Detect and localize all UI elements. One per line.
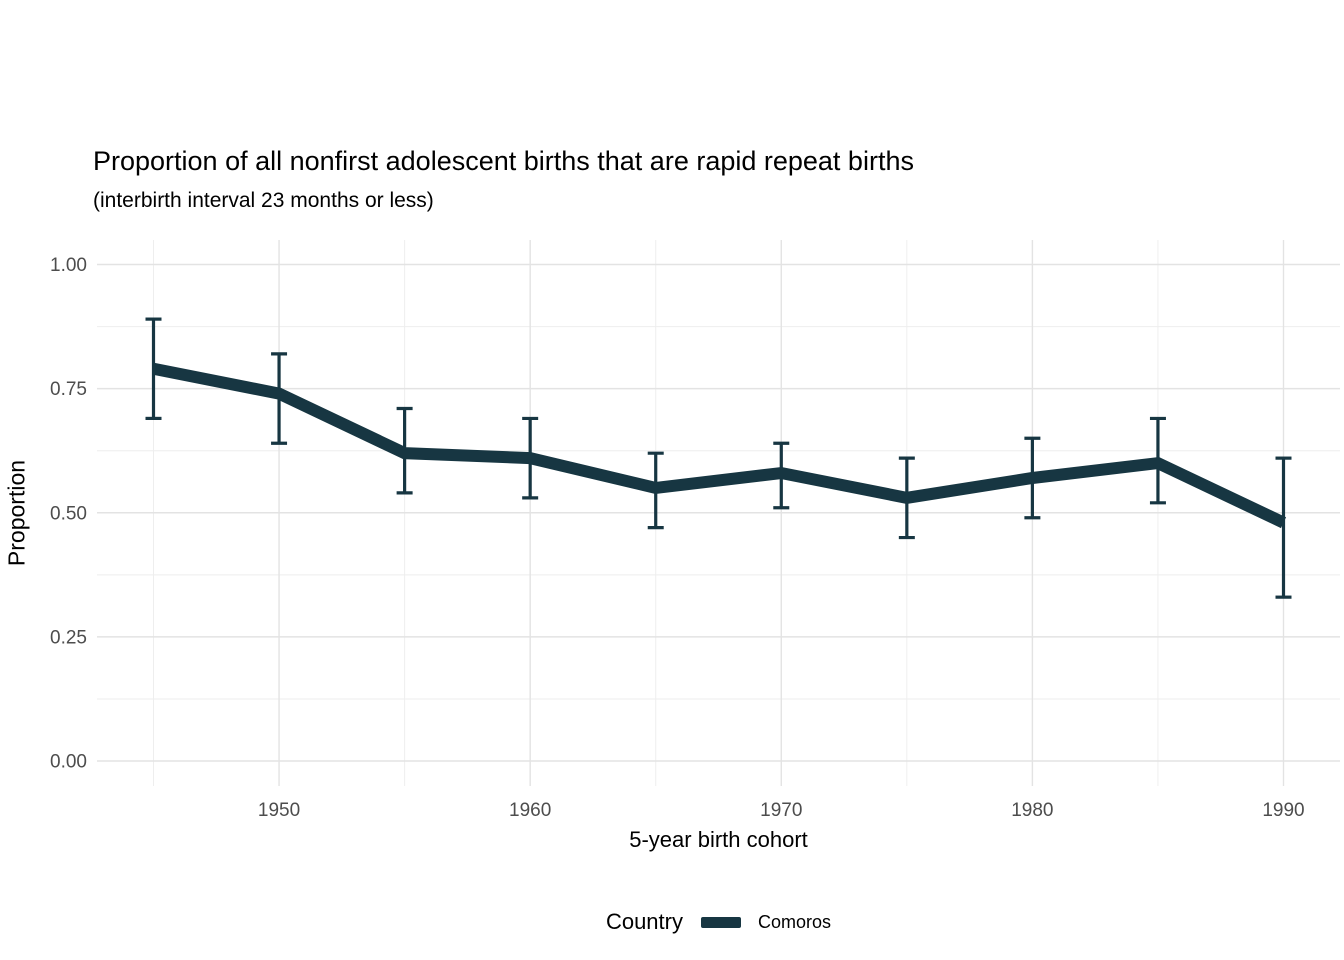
y-tick-label: 0.75	[50, 379, 87, 400]
x-tick-label: 1990	[1262, 800, 1304, 821]
chart-subtitle: (interbirth interval 23 months or less)	[93, 189, 434, 212]
y-tick-label: 0.00	[50, 752, 87, 773]
y-tick-label: 1.00	[50, 255, 87, 276]
legend-title: Country	[605, 909, 683, 934]
y-axis-title: Proportion	[3, 459, 30, 567]
y-tick-label: 0.50	[50, 503, 87, 524]
x-axis-title: 5-year birth cohort	[629, 827, 808, 852]
x-tick-label: 1980	[1011, 800, 1053, 821]
y-tick-label: 0.25	[50, 627, 87, 648]
legend-swatch-comoros	[701, 916, 741, 928]
legend: Country Comoros	[97, 905, 1340, 939]
chart-title: Proportion of all nonfirst adolescent bi…	[93, 146, 914, 176]
x-tick-label: 1960	[509, 800, 551, 821]
x-tick-label: 1950	[258, 800, 300, 821]
x-tick-label: 1970	[760, 800, 802, 821]
error-bars	[145, 317, 1292, 599]
series-line-comoros	[152, 362, 1287, 529]
legend-item-label-comoros: Comoros	[758, 911, 832, 932]
